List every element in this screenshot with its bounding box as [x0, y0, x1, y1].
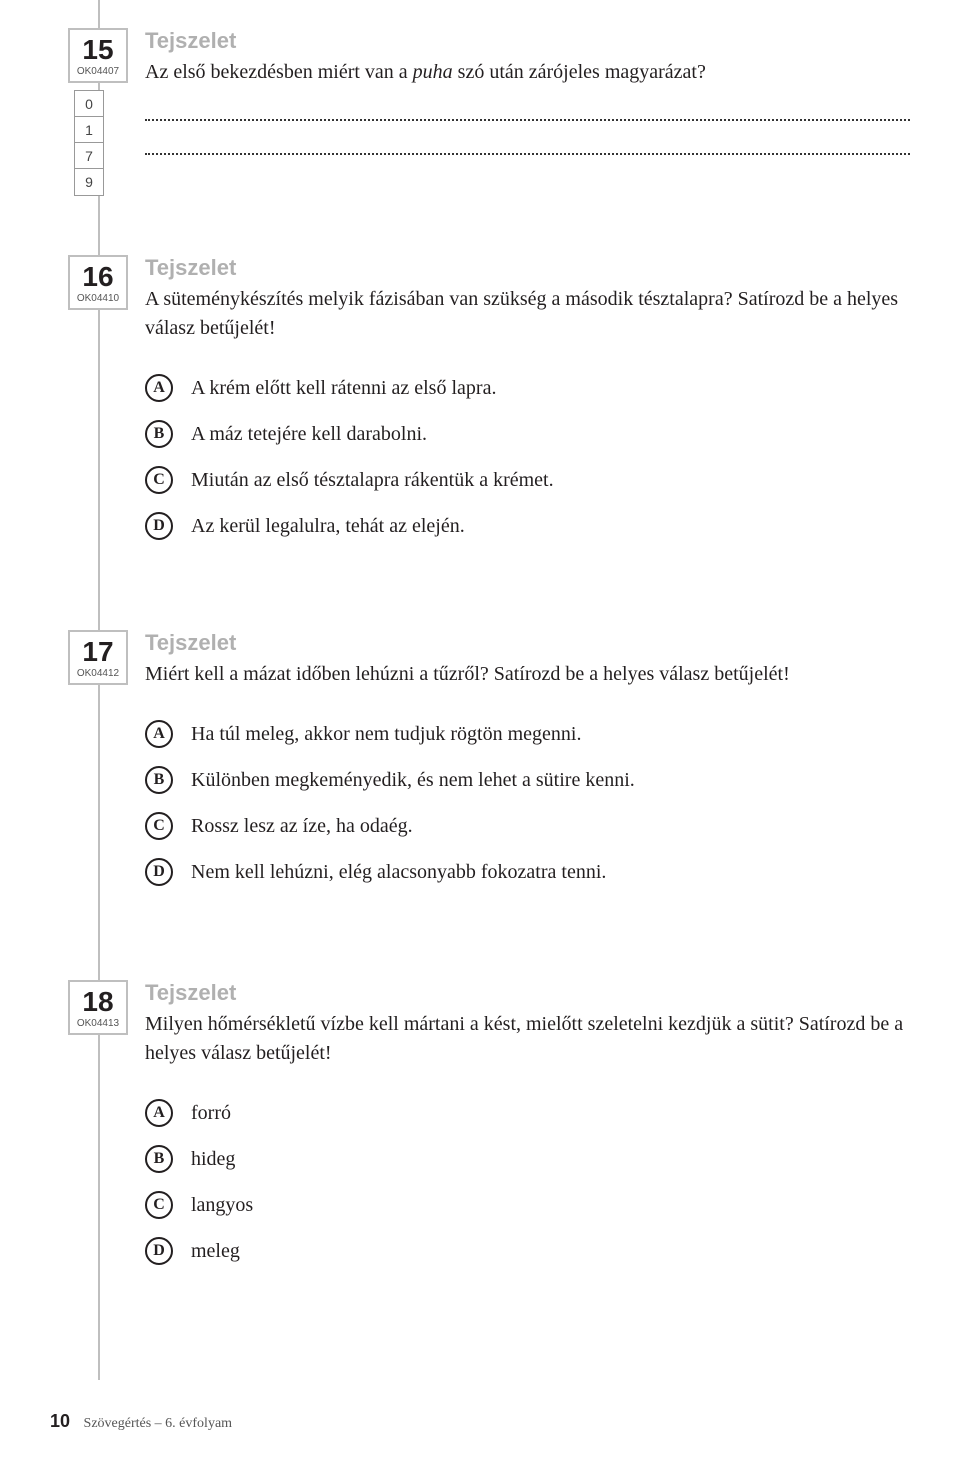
- option-row: C Rossz lesz az íze, ha odaég.: [145, 811, 910, 841]
- option-row: D Nem kell lehúzni, elég alacsonyabb fok…: [145, 857, 910, 887]
- score-box: 0 1 7 9: [74, 90, 104, 196]
- option-letter-d[interactable]: D: [145, 1237, 173, 1265]
- page-footer: 10 Szövegértés – 6. évfolyam: [50, 1411, 232, 1432]
- option-text: forró: [191, 1098, 231, 1128]
- option-text: hideg: [191, 1144, 235, 1174]
- section-label: Tejszelet: [145, 28, 910, 54]
- question-text: Miért kell a mázat időben lehúzni a tűzr…: [145, 660, 910, 689]
- answer-line[interactable]: [145, 153, 910, 155]
- qtext-pre: Az első bekezdésben miért van a: [145, 61, 413, 83]
- option-letter-a[interactable]: A: [145, 1099, 173, 1127]
- question-marker: 18 OK04413: [68, 980, 128, 1035]
- score-cell[interactable]: 7: [75, 143, 103, 169]
- option-text: meleg: [191, 1236, 240, 1266]
- qtext-italic: puha: [413, 61, 453, 83]
- option-letter-b[interactable]: B: [145, 1145, 173, 1173]
- answer-line[interactable]: [145, 119, 910, 121]
- option-text: A máz tetejére kell darabolni.: [191, 419, 427, 449]
- options-list: A A krém előtt kell rátenni az első lapr…: [145, 373, 910, 541]
- score-cell[interactable]: 9: [75, 169, 103, 195]
- section-label: Tejszelet: [145, 980, 910, 1006]
- option-letter-b[interactable]: B: [145, 420, 173, 448]
- question-text: A süteménykészítés melyik fázisában van …: [145, 285, 910, 343]
- question-code: OK04412: [70, 668, 126, 679]
- option-row: D meleg: [145, 1236, 910, 1266]
- option-letter-c[interactable]: C: [145, 1191, 173, 1219]
- question-marker: 17 OK04412: [68, 630, 128, 685]
- score-cell[interactable]: 0: [75, 91, 103, 117]
- page-number: 10: [50, 1411, 70, 1431]
- question-content: Tejszelet Milyen hőmérsékletű vízbe kell…: [145, 980, 910, 1282]
- qtext-post: szó után zárójeles magyarázat?: [453, 61, 706, 83]
- question-code: OK04407: [70, 66, 126, 77]
- question-text: Az első bekezdésben miért van a puha szó…: [145, 58, 910, 87]
- question-number: 17: [70, 638, 126, 666]
- question-code: OK04410: [70, 293, 126, 304]
- options-list: A forró B hideg C langyos D meleg: [145, 1098, 910, 1266]
- question-number: 15: [70, 36, 126, 64]
- option-letter-b[interactable]: B: [145, 766, 173, 794]
- option-row: A forró: [145, 1098, 910, 1128]
- question-content: Tejszelet Miért kell a mázat időben lehú…: [145, 630, 910, 903]
- option-letter-d[interactable]: D: [145, 512, 173, 540]
- option-text: Ha túl meleg, akkor nem tudjuk rögtön me…: [191, 719, 581, 749]
- question-number: 16: [70, 263, 126, 291]
- footer-label: Szövegértés – 6. évfolyam: [84, 1416, 233, 1431]
- question-marker: 15 OK04407: [68, 28, 128, 83]
- option-row: B hideg: [145, 1144, 910, 1174]
- question-number: 18: [70, 988, 126, 1016]
- section-label: Tejszelet: [145, 630, 910, 656]
- option-letter-c[interactable]: C: [145, 466, 173, 494]
- option-text: Nem kell lehúzni, elég alacsonyabb fokoz…: [191, 857, 606, 887]
- option-row: B A máz tetejére kell darabolni.: [145, 419, 910, 449]
- option-row: A A krém előtt kell rátenni az első lapr…: [145, 373, 910, 403]
- option-letter-a[interactable]: A: [145, 720, 173, 748]
- option-letter-a[interactable]: A: [145, 374, 173, 402]
- options-list: A Ha túl meleg, akkor nem tudjuk rögtön …: [145, 719, 910, 887]
- option-row: B Különben megkeményedik, és nem lehet a…: [145, 765, 910, 795]
- option-text: A krém előtt kell rátenni az első lapra.: [191, 373, 496, 403]
- question-marker: 16 OK04410: [68, 255, 128, 310]
- option-text: Rossz lesz az íze, ha odaég.: [191, 811, 413, 841]
- option-text: Miután az első tésztalapra rákentük a kr…: [191, 465, 554, 495]
- option-row: C Miután az első tésztalapra rákentük a …: [145, 465, 910, 495]
- score-cell[interactable]: 1: [75, 117, 103, 143]
- question-code: OK04413: [70, 1018, 126, 1029]
- option-letter-c[interactable]: C: [145, 812, 173, 840]
- option-row: C langyos: [145, 1190, 910, 1220]
- question-content: Tejszelet Az első bekezdésben miért van …: [145, 28, 910, 155]
- option-text: Az kerül legalulra, tehát az elején.: [191, 511, 465, 541]
- timeline-bar: [98, 0, 100, 1380]
- question-content: Tejszelet A süteménykészítés melyik fázi…: [145, 255, 910, 557]
- option-text: Különben megkeményedik, és nem lehet a s…: [191, 765, 635, 795]
- section-label: Tejszelet: [145, 255, 910, 281]
- option-text: langyos: [191, 1190, 253, 1220]
- option-letter-d[interactable]: D: [145, 858, 173, 886]
- option-row: D Az kerül legalulra, tehát az elején.: [145, 511, 910, 541]
- option-row: A Ha túl meleg, akkor nem tudjuk rögtön …: [145, 719, 910, 749]
- question-text: Milyen hőmérsékletű vízbe kell mártani a…: [145, 1010, 910, 1068]
